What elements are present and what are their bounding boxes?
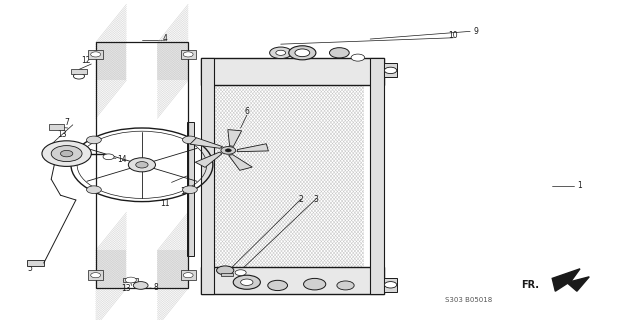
Circle shape [233, 275, 260, 289]
Circle shape [276, 50, 286, 55]
Bar [27, 260, 44, 266]
Circle shape [183, 136, 197, 144]
Bar [370, 58, 384, 294]
Bar [201, 58, 384, 85]
Circle shape [221, 147, 236, 154]
Bar [0, 0, 209, 320]
Bar [186, 42, 401, 305]
Polygon shape [229, 155, 252, 170]
Circle shape [351, 54, 365, 61]
Circle shape [268, 280, 288, 291]
Circle shape [295, 49, 310, 57]
Circle shape [91, 273, 101, 278]
Bar [0, 0, 617, 86]
Circle shape [183, 52, 193, 57]
Circle shape [304, 278, 326, 290]
Bar [201, 58, 214, 294]
Bar [96, 250, 126, 288]
Circle shape [125, 277, 136, 283]
Bar [0, 274, 617, 320]
Circle shape [329, 48, 349, 58]
Circle shape [384, 67, 397, 74]
Text: S303 B05018: S303 B05018 [445, 297, 492, 303]
Polygon shape [195, 152, 222, 167]
Bar [187, 122, 194, 256]
Text: 7: 7 [64, 118, 69, 127]
Text: 8: 8 [154, 284, 159, 292]
Circle shape [86, 136, 101, 144]
Circle shape [384, 282, 397, 288]
Text: 10: 10 [449, 31, 458, 40]
Circle shape [183, 273, 193, 278]
Text: 14: 14 [117, 156, 127, 164]
Circle shape [241, 279, 253, 285]
Bar [181, 50, 196, 59]
Text: 13: 13 [122, 284, 131, 293]
Circle shape [51, 146, 82, 162]
Text: 1: 1 [578, 181, 582, 190]
Circle shape [42, 141, 91, 166]
Bar [96, 42, 126, 80]
Bar [384, 63, 397, 77]
Circle shape [217, 266, 234, 275]
Polygon shape [228, 130, 242, 147]
Polygon shape [237, 144, 268, 152]
Text: 2: 2 [299, 195, 304, 204]
Text: 11: 11 [160, 199, 170, 208]
Text: 9: 9 [474, 27, 479, 36]
Bar [157, 42, 188, 80]
Circle shape [270, 47, 292, 59]
Text: 15: 15 [180, 188, 190, 196]
Circle shape [183, 186, 197, 194]
Circle shape [225, 149, 231, 152]
Polygon shape [190, 138, 223, 148]
Circle shape [91, 52, 101, 57]
Text: 3: 3 [313, 195, 318, 204]
Text: 12: 12 [81, 56, 91, 65]
Text: FR.: FR. [521, 280, 540, 290]
Bar [123, 278, 138, 282]
Circle shape [103, 154, 114, 160]
Circle shape [136, 162, 148, 168]
Bar [201, 267, 384, 294]
Bar [221, 273, 233, 276]
Text: 13: 13 [57, 130, 67, 139]
Circle shape [73, 73, 85, 79]
Bar [157, 250, 188, 288]
Bar [88, 50, 103, 59]
Text: 4: 4 [163, 34, 168, 43]
Bar [88, 270, 103, 280]
Bar [181, 270, 196, 280]
Circle shape [235, 270, 246, 276]
Text: 6: 6 [244, 108, 249, 116]
Bar [96, 42, 188, 288]
Circle shape [133, 282, 148, 289]
Polygon shape [552, 269, 589, 291]
Text: 5: 5 [27, 264, 32, 273]
Bar [71, 69, 87, 74]
Bar [384, 278, 397, 292]
Circle shape [337, 281, 354, 290]
Bar [49, 124, 64, 130]
Circle shape [128, 158, 155, 172]
Circle shape [60, 150, 73, 157]
Circle shape [86, 186, 101, 194]
Circle shape [289, 46, 316, 60]
